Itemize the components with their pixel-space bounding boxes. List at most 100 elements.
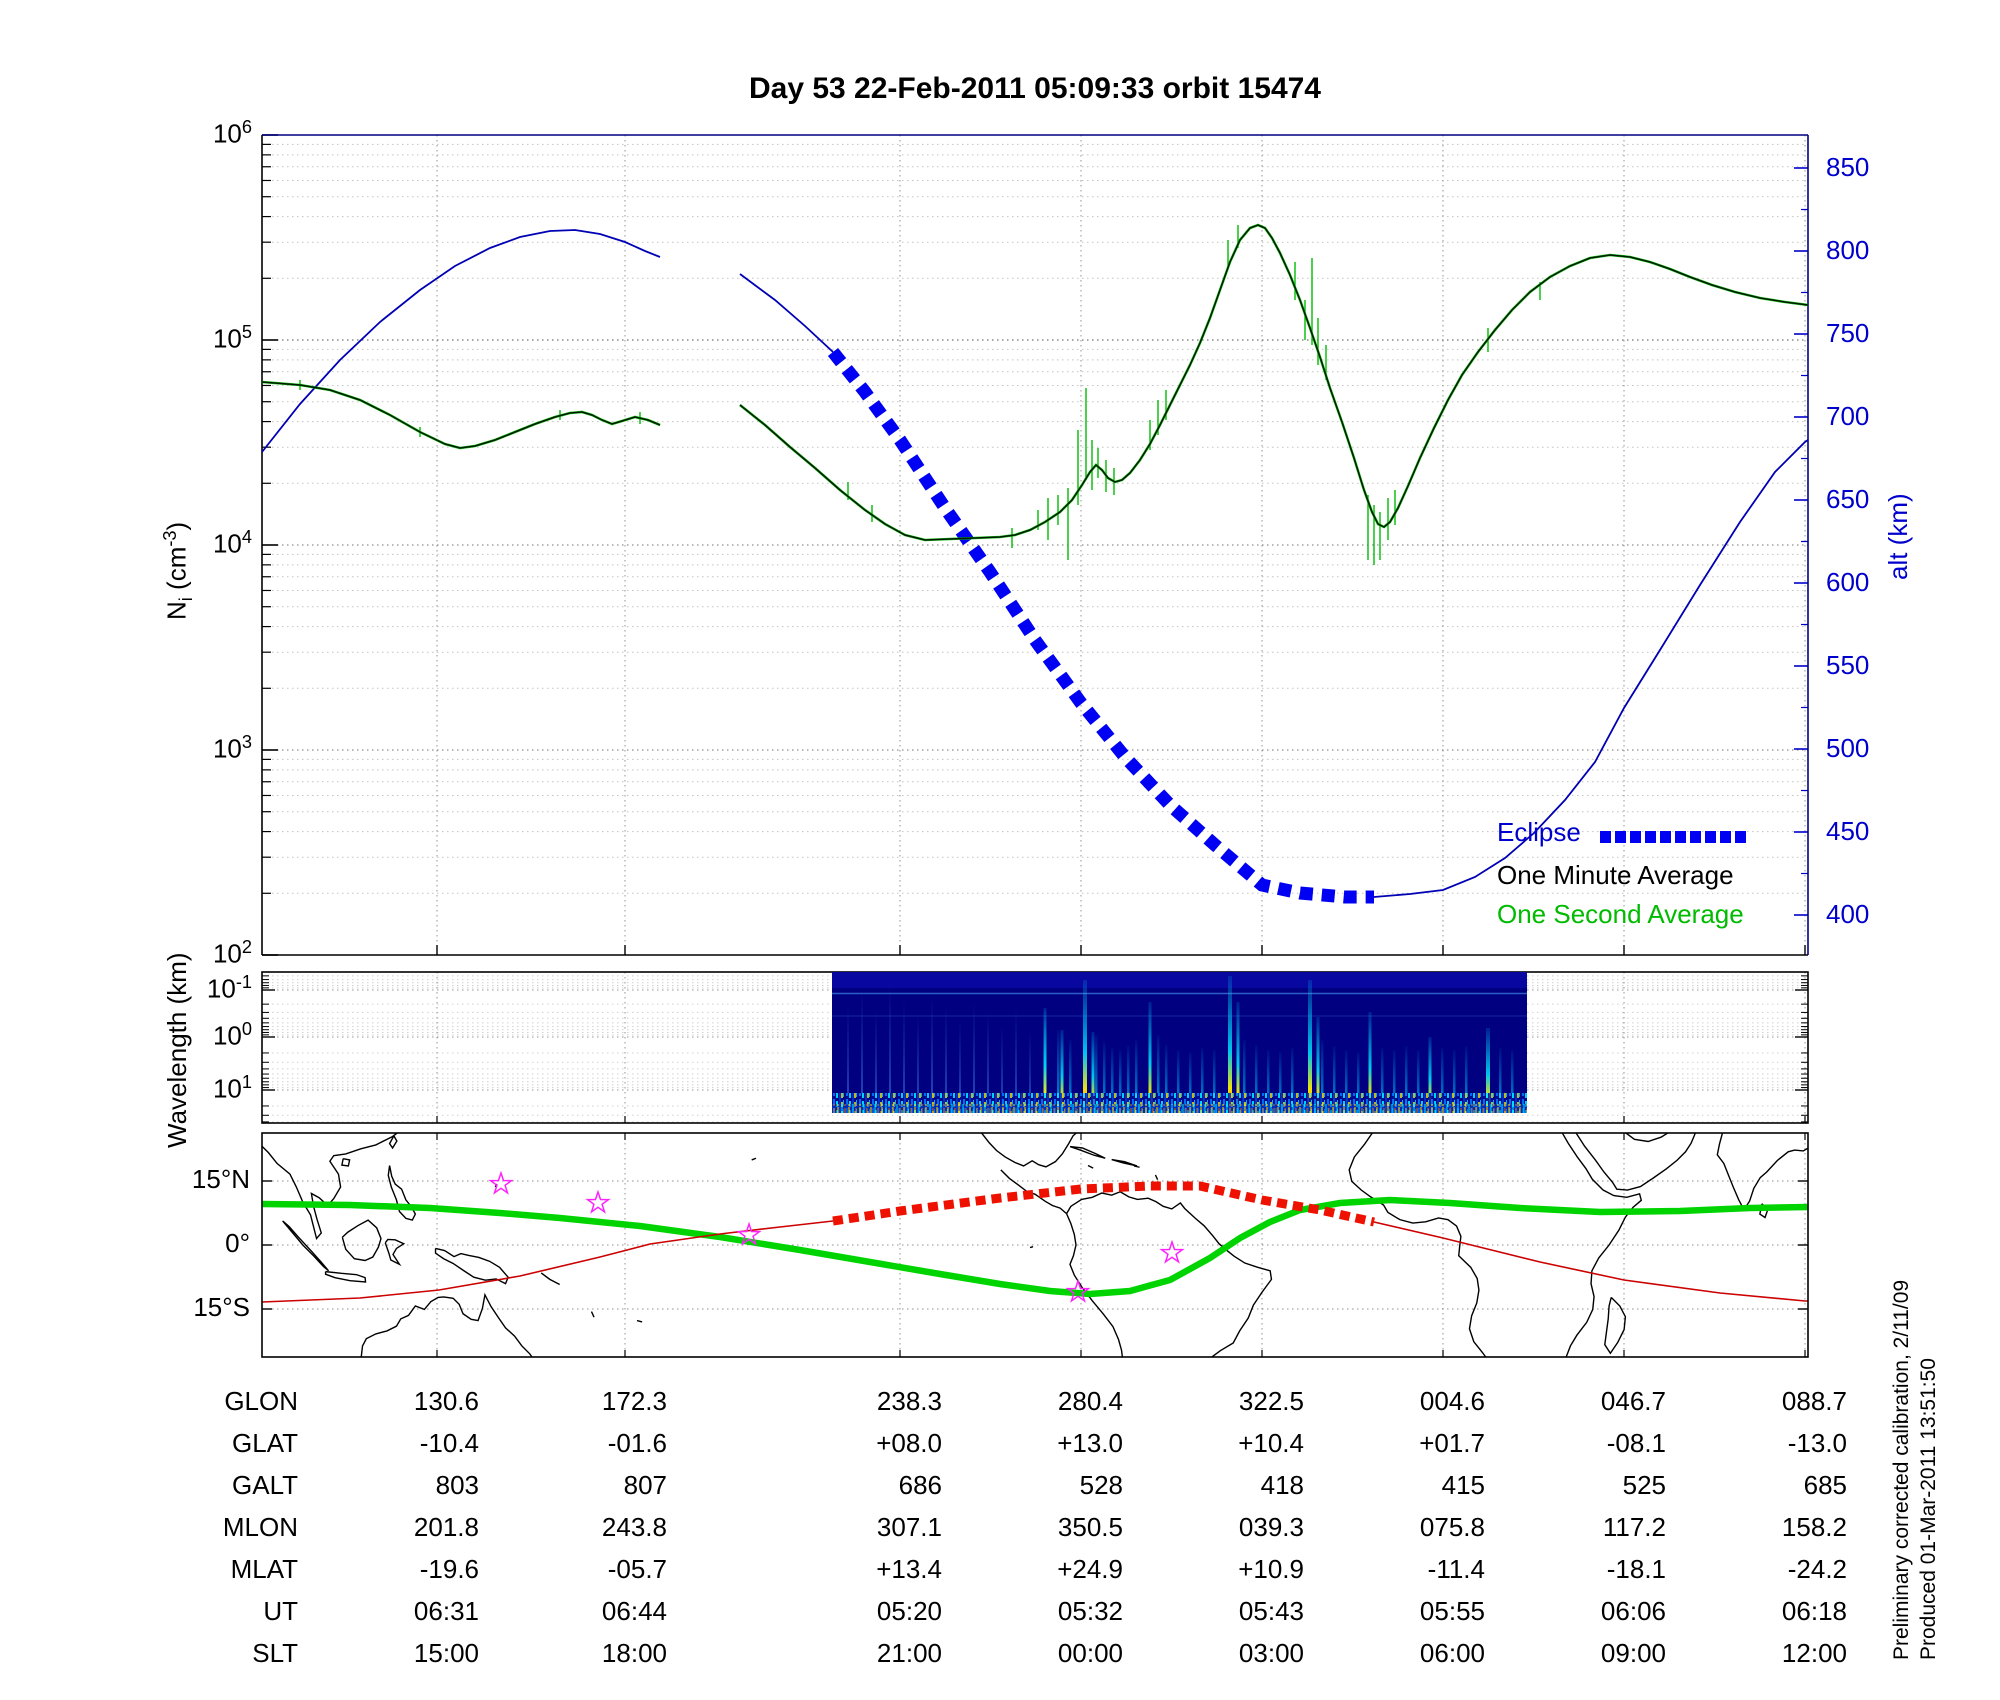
world-map: [262, 1133, 1808, 1357]
table-cell: 15:00: [413, 1638, 479, 1668]
alt-tick-label: 650: [1826, 484, 1870, 514]
table-cell: 686: [898, 1470, 942, 1500]
ground-station-star-marker: [585, 1189, 611, 1214]
map-latitude-label: 15°S: [193, 1292, 250, 1322]
table-cell: 525: [1622, 1470, 1666, 1500]
table-cell: 172.3: [601, 1386, 667, 1416]
table-cell: 158.2: [1781, 1512, 1847, 1542]
table-cell: -08.1: [1606, 1428, 1666, 1458]
footer-calibration-note: Preliminary corrected calibration, 2/11/…: [1890, 1279, 1913, 1660]
table-cell: 243.8: [601, 1512, 667, 1542]
eclipse-altitude-dashes: [827, 347, 1374, 904]
table-cell: +10.9: [1238, 1554, 1304, 1584]
table-cell: 415: [1441, 1470, 1485, 1500]
table-cell: -10.4: [419, 1428, 479, 1458]
table-cell: -05.7: [607, 1554, 667, 1584]
table-cell: 05:20: [876, 1596, 942, 1626]
table-cell: 18:00: [601, 1638, 667, 1668]
alt-axis-label: alt (km): [1883, 493, 1913, 580]
satellite-ground-track: [1373, 1221, 1808, 1302]
table-cell: 201.8: [413, 1512, 479, 1542]
ground-station-star-marker: [488, 1170, 514, 1195]
table-cell: 05:43: [1238, 1596, 1304, 1626]
alt-tick-label: 850: [1826, 152, 1870, 182]
table-cell: 03:00: [1238, 1638, 1304, 1668]
table-cell: 418: [1260, 1470, 1304, 1500]
table-cell: -13.0: [1787, 1428, 1847, 1458]
ni-tick-label: 106: [212, 117, 252, 149]
table-cell: 06:06: [1600, 1596, 1666, 1626]
altitude-curve-left: [261, 229, 661, 453]
ni-tick-label: 105: [212, 322, 252, 354]
ni-one-second-curve: [739, 223, 1809, 542]
table-cell: +08.0: [876, 1428, 942, 1458]
table-cell: -24.2: [1787, 1554, 1847, 1584]
table-cell: 00:00: [1057, 1638, 1123, 1668]
table-cell: 088.7: [1781, 1386, 1847, 1416]
legend-second-label: One Second Average: [1497, 899, 1744, 929]
table-cell: +13.0: [1057, 1428, 1123, 1458]
table-cell: 21:00: [876, 1638, 942, 1668]
ni-tick-label: 103: [212, 732, 252, 764]
table-cell: -19.6: [419, 1554, 479, 1584]
table-cell: 130.6: [413, 1386, 479, 1416]
table-cell: 12:00: [1781, 1638, 1847, 1668]
table-cell: +13.4: [876, 1554, 942, 1584]
alt-tick-label: 600: [1826, 567, 1870, 597]
table-cell: 06:31: [413, 1596, 479, 1626]
map-latitude-label: 15°N: [191, 1164, 250, 1194]
table-cell: -01.6: [607, 1428, 667, 1458]
alt-tick-label: 800: [1826, 235, 1870, 265]
table-cell: 280.4: [1057, 1386, 1123, 1416]
alt-tick-label: 700: [1826, 401, 1870, 431]
legend-eclipse-label: Eclipse: [1497, 817, 1581, 847]
alt-tick-label: 550: [1826, 650, 1870, 680]
ground-station-star-marker: [736, 1221, 762, 1246]
table-row-label: SLT: [252, 1638, 298, 1668]
table-cell: 06:44: [601, 1596, 667, 1626]
magnetic-equator-track: [262, 1196, 1808, 1298]
ground-station-star-marker: [1065, 1278, 1091, 1303]
table-cell: 004.6: [1419, 1386, 1485, 1416]
footer-produced-note: Produced 01-Mar-2011 13:51:50: [1917, 1358, 1940, 1660]
table-cell: -18.1: [1606, 1554, 1666, 1584]
wavelength-tick-label: 100: [212, 1019, 252, 1051]
page-title: Day 53 22-Feb-2011 05:09:33 orbit 15474: [748, 72, 1321, 105]
alt-tick-label: 500: [1826, 733, 1870, 763]
table-row-label: UT: [263, 1596, 298, 1626]
table-cell: 06:00: [1419, 1638, 1485, 1668]
wavelength-tick-label: 101: [212, 1072, 252, 1104]
table-cell: -11.4: [1427, 1554, 1485, 1584]
alt-tick-label: 450: [1826, 816, 1870, 846]
table-row-label: GLON: [224, 1386, 298, 1416]
table-cell: 039.3: [1238, 1512, 1304, 1542]
table-cell: 075.8: [1419, 1512, 1485, 1542]
legend-minute-label: One Minute Average: [1497, 860, 1734, 890]
table-cell: 05:32: [1057, 1596, 1123, 1626]
alt-tick-label: 750: [1826, 318, 1870, 348]
table-cell: 528: [1079, 1470, 1123, 1500]
table-row-label: MLON: [222, 1512, 298, 1542]
table-cell: 322.5: [1238, 1386, 1304, 1416]
table-cell: 06:18: [1781, 1596, 1847, 1626]
eclipse-ground-track-dashes: [832, 1181, 1375, 1227]
table-cell: 685: [1803, 1470, 1847, 1500]
wavelength-tick-label: 10-1: [206, 972, 252, 1004]
table-row-label: GALT: [232, 1470, 298, 1500]
ni-tick-label: 102: [212, 937, 252, 969]
table-cell: +01.7: [1419, 1428, 1485, 1458]
table-cell: 117.2: [1602, 1512, 1666, 1542]
map-latitude-label: 0°: [225, 1228, 250, 1258]
ground-station-star-marker: [1159, 1239, 1185, 1264]
table-cell: 09:00: [1600, 1638, 1666, 1668]
table-cell: +10.4: [1238, 1428, 1304, 1458]
table-cell: 05:55: [1419, 1596, 1485, 1626]
table-cell: 307.1: [876, 1512, 942, 1542]
alt-tick-label: 400: [1826, 899, 1870, 929]
table-row-label: MLAT: [230, 1554, 298, 1584]
table-cell: 807: [623, 1470, 667, 1500]
table-cell: 350.5: [1057, 1512, 1123, 1542]
table-cell: 238.3: [876, 1386, 942, 1416]
